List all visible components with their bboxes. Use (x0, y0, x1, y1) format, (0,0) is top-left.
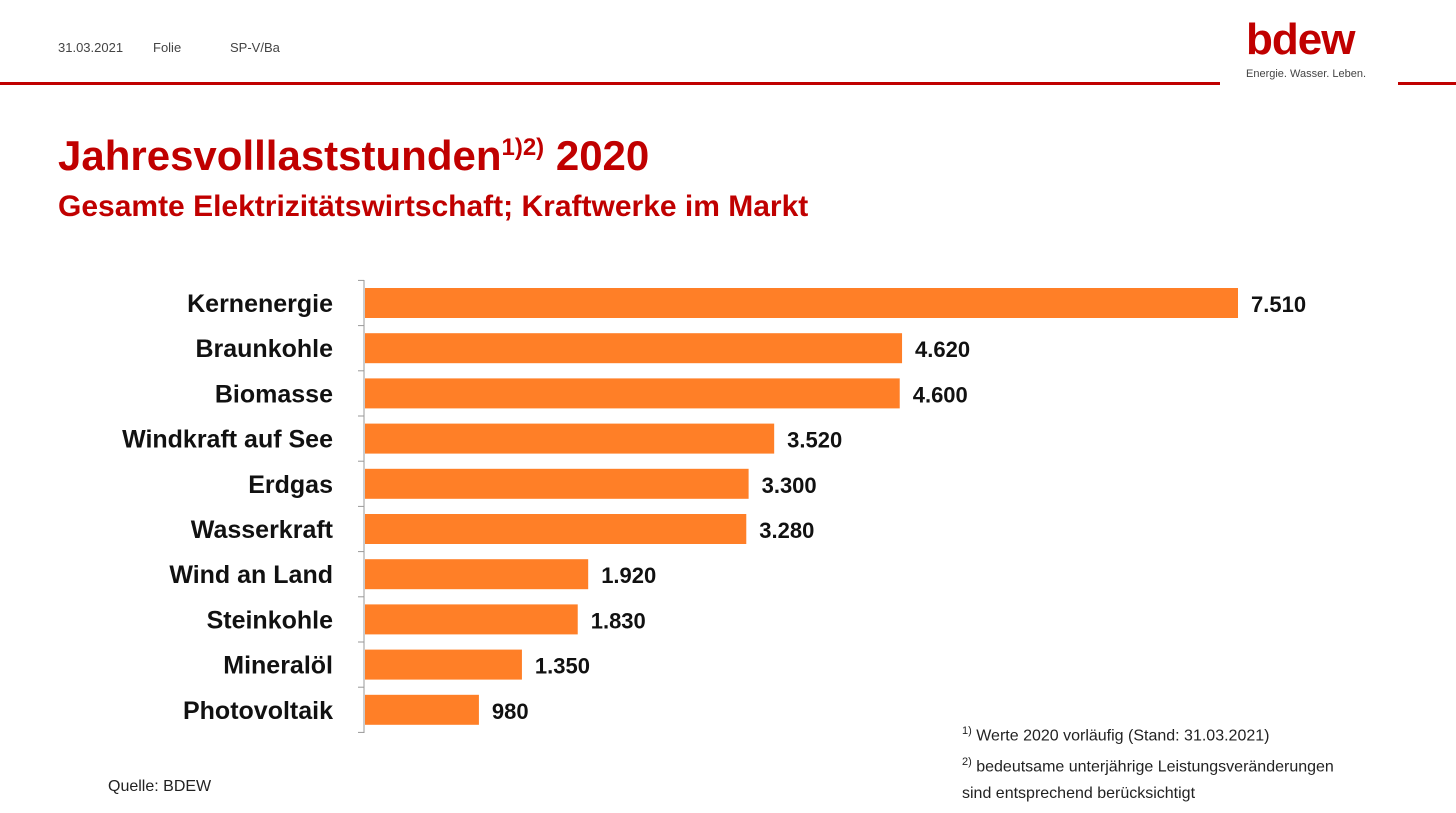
value-label: 4.600 (913, 382, 968, 407)
category-label: Photovoltaik (183, 697, 333, 725)
bar-biomasse (365, 378, 900, 409)
category-label: Braunkohle (195, 335, 333, 363)
value-label: 7.510 (1251, 292, 1306, 317)
footnote-2: 2) bedeutsame unterjährige Leistungsverä… (962, 749, 1334, 780)
footnote-2-continued: sind entsprechend berücksichtigt (962, 781, 1334, 807)
category-label: Biomasse (215, 380, 333, 408)
footnote-1-marker: 1) (962, 725, 972, 737)
bar-mineralöl (365, 649, 522, 680)
value-label: 3.300 (762, 473, 817, 498)
logo-wordmark: bdew (1246, 15, 1355, 64)
bar-braunkohle (365, 333, 903, 364)
page-title: Jahresvolllaststunden1)2) 2020 (58, 132, 649, 180)
title-superscript: 1)2) (501, 134, 545, 161)
page-subtitle: Gesamte Elektrizitätswirtschaft; Kraftwe… (58, 190, 809, 223)
source-note: Quelle: BDEW (108, 778, 212, 795)
header-meta: 31.03.2021 Folie SP-V/Ba (58, 40, 280, 55)
bar-wind-an-land (365, 559, 589, 590)
header-rule (0, 82, 1220, 85)
value-label: 4.620 (915, 337, 970, 362)
header-rule-right (1398, 82, 1456, 85)
value-label: 3.280 (759, 518, 814, 543)
footnote-2-text-continued: sind entsprechend berücksichtigt (962, 784, 1196, 802)
footnote-1: 1) Werte 2020 vorläufig (Stand: 31.03.20… (962, 718, 1334, 749)
category-label: Mineralöl (223, 652, 333, 680)
bar-windkraft-auf-see (365, 423, 775, 454)
value-label: 980 (492, 699, 529, 724)
category-label: Wasserkraft (191, 516, 334, 544)
category-label: Kernenergie (187, 290, 333, 318)
category-label: Wind an Land (169, 561, 333, 589)
bar-steinkohle (365, 604, 578, 635)
category-label: Steinkohle (207, 606, 334, 634)
bdew-logo: bdew Energie. Wasser. Leben. (1246, 15, 1376, 81)
author-code: SP-V/Ba (230, 40, 280, 55)
category-label: Erdgas (248, 471, 333, 499)
bar-erdgas (365, 468, 749, 499)
footnote-1-text: Werte 2020 vorläufig (Stand: 31.03.2021) (976, 727, 1270, 745)
logo-tagline: Energie. Wasser. Leben. (1246, 68, 1367, 80)
title-text: Jahresvolllaststunden (58, 132, 502, 179)
category-label: Windkraft auf See (122, 426, 333, 454)
footnote-2-marker: 2) (962, 756, 972, 769)
value-label: 3.520 (787, 428, 842, 453)
footnote-2-text: bedeutsame unterjährige Leistungsverände… (976, 758, 1334, 776)
value-label: 1.350 (535, 654, 590, 679)
bar-wasserkraft (365, 514, 747, 544)
bar-kernenergie (365, 288, 1238, 318)
slide-date: 31.03.2021 (58, 40, 124, 55)
value-label: 1.830 (591, 608, 646, 633)
bar-photovoltaik (365, 694, 479, 725)
slide-label: Folie (153, 40, 182, 55)
title-year: 2020 (555, 132, 650, 179)
footnotes: 1) Werte 2020 vorläufig (Stand: 31.03.20… (962, 718, 1334, 807)
value-label: 1.920 (601, 563, 656, 588)
